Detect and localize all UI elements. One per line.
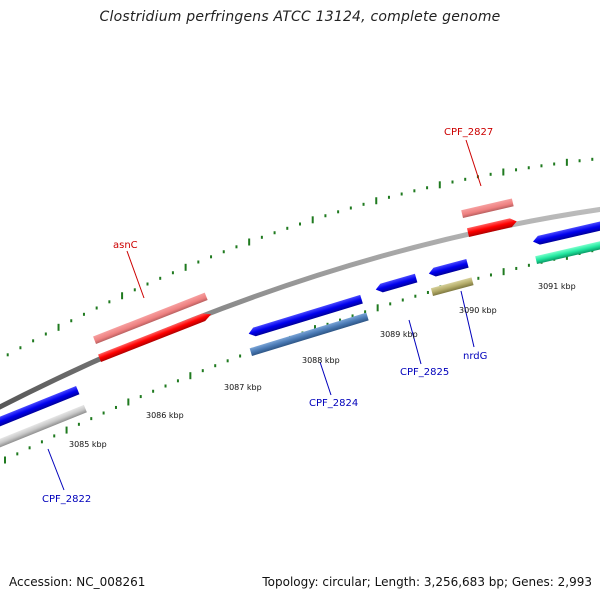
scale-label: 3086 kbp — [146, 411, 184, 420]
gene-label-CPF_2824[interactable]: CPF_2824 — [309, 398, 358, 409]
cds-nrdG[interactable] — [428, 258, 469, 278]
scale-label: 3087 kbp — [224, 383, 262, 392]
gene-feature[interactable] — [249, 312, 369, 356]
scale-label: 3090 kbp — [459, 306, 497, 315]
cds-arrow[interactable] — [98, 311, 213, 362]
cds-arrow[interactable] — [428, 258, 469, 278]
cds-arrow[interactable] — [247, 294, 363, 338]
map-title: Clostridium perfringens ATCC 13124, comp… — [99, 9, 501, 25]
gene-labels: asnC CPF_2827 CPF_2822 CPF_2824 CPF_2825… — [42, 127, 493, 505]
leader-CPF_2825 — [408, 319, 422, 365]
cds-arrow[interactable] — [532, 219, 600, 246]
gene-label-CPF_2827[interactable]: CPF_2827 — [444, 127, 493, 138]
leader-nrdG — [460, 290, 475, 348]
gene-label-CPF_2825[interactable]: CPF_2825 — [400, 367, 449, 378]
gene-asnC-track[interactable] — [93, 292, 208, 344]
scale-label: 3089 kbp — [380, 330, 418, 339]
gene-feature[interactable] — [0, 404, 87, 449]
cds-CPF_2827[interactable] — [466, 217, 518, 237]
gene-label-asnC[interactable]: asnC — [113, 240, 138, 251]
cds-CPF_2825[interactable] — [375, 273, 418, 294]
gene-feature[interactable] — [535, 238, 600, 264]
leader-CPF_2822 — [47, 448, 65, 491]
cds-arrow[interactable] — [466, 217, 518, 237]
cds-CPF_2822[interactable] — [0, 385, 80, 428]
leader-CPF_2824 — [319, 361, 332, 396]
gene-label-nrdG[interactable]: nrdG — [463, 351, 487, 362]
cds-right-edge[interactable] — [532, 219, 600, 246]
leader-CPF_2827 — [465, 139, 482, 187]
leader-asnC — [126, 250, 145, 299]
genome-backbone — [0, 206, 600, 410]
accession-label: Accession: NC_008261 — [9, 575, 146, 589]
cds-CPF_2824[interactable] — [247, 294, 363, 338]
gene-feature[interactable] — [430, 277, 474, 296]
gene-CPF_2822-track[interactable] — [0, 404, 87, 449]
gene-nrdG-track[interactable] — [430, 277, 474, 296]
label-leaders — [47, 139, 482, 491]
gene-label-CPF_2822[interactable]: CPF_2822 — [42, 494, 91, 505]
cds-arrow[interactable] — [375, 273, 418, 294]
scale-label: 3091 kbp — [538, 282, 576, 291]
cds-asnC[interactable] — [98, 311, 213, 362]
scale-label: 3085 kbp — [69, 440, 107, 449]
gene-right-edge-track[interactable] — [535, 238, 600, 264]
gene-feature[interactable] — [461, 198, 514, 218]
gene-feature[interactable] — [93, 292, 208, 344]
gene-CPF_2827-track[interactable] — [461, 198, 514, 218]
cds-arrow[interactable] — [0, 385, 80, 428]
gene-CPF_2824-track[interactable] — [249, 312, 369, 356]
genome-summary: Topology: circular; Length: 3,256,683 bp… — [262, 575, 592, 589]
scale-label: 3088 kbp — [302, 356, 340, 365]
scale-labels: 3085 kbp 3086 kbp 3087 kbp 3088 kbp 3089… — [69, 282, 576, 449]
